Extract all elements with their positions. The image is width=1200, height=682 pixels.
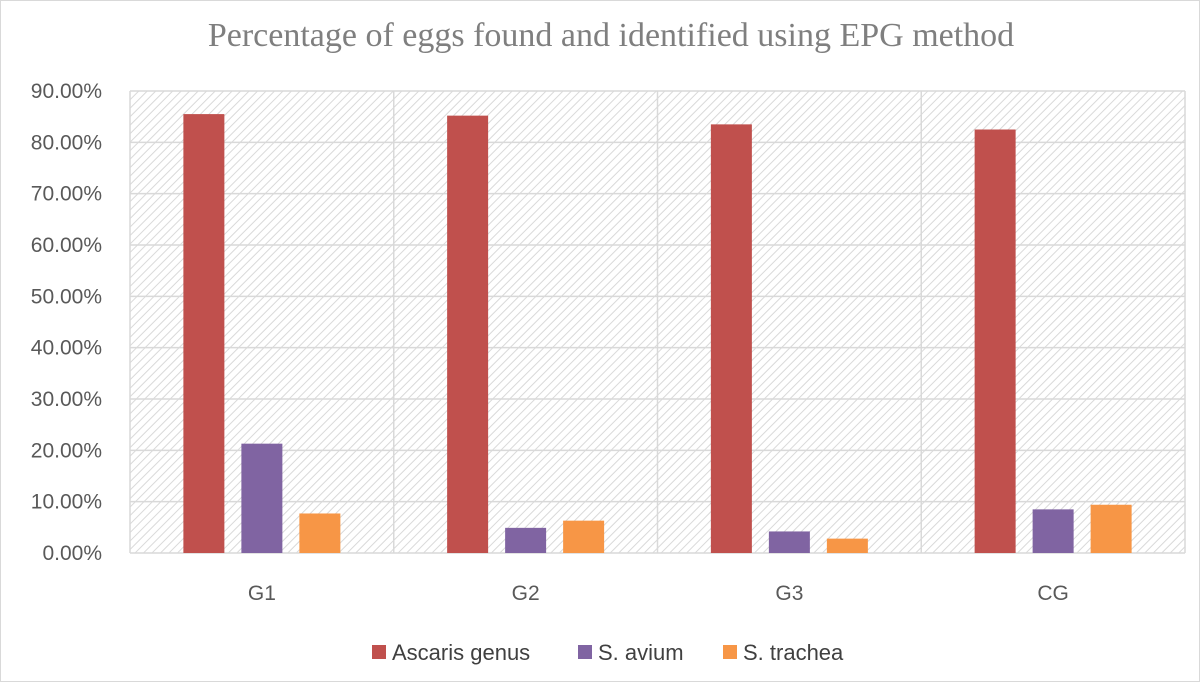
y-tick-label: 90.00% xyxy=(31,80,102,103)
y-tick-label: 40.00% xyxy=(31,337,102,360)
legend-label: Ascaris genus xyxy=(392,640,530,665)
bar-g1-series-2 xyxy=(241,443,283,553)
bar-g1-series-3 xyxy=(299,513,341,553)
bar-g3-series-1 xyxy=(710,124,752,553)
legend: Ascaris genus S. avium S. trachea xyxy=(372,640,844,665)
legend-label: S. trachea xyxy=(743,640,844,665)
y-tick-label: 0.00% xyxy=(42,542,102,565)
y-tick-label: 50.00% xyxy=(31,285,102,308)
y-axis-ticks: 0.00% 10.00% 20.00% 30.00% 40.00% 50.00% 60.00… xyxy=(31,80,102,565)
y-tick-label: 10.00% xyxy=(31,491,102,514)
x-tick-label: G2 xyxy=(512,582,540,605)
bars xyxy=(183,114,1132,553)
legend-label: S. avium xyxy=(598,640,684,665)
bar-cg-series-1 xyxy=(974,129,1016,553)
bar-g2-series-2 xyxy=(505,527,547,553)
x-tick-label: CG xyxy=(1037,582,1069,605)
y-tick-label: 60.00% xyxy=(31,234,102,257)
y-tick-label: 80.00% xyxy=(31,131,102,154)
legend-swatch xyxy=(578,645,592,659)
x-axis-labels: G1 G2 G3 CG xyxy=(248,582,1069,605)
bar-g2-series-1 xyxy=(447,115,489,553)
x-tick-label: G3 xyxy=(775,582,803,605)
bar-g1-series-1 xyxy=(183,114,225,553)
y-tick-label: 20.00% xyxy=(31,439,102,462)
legend-swatch xyxy=(372,645,386,659)
bar-cg-series-2 xyxy=(1032,509,1074,553)
bar-cg-series-3 xyxy=(1090,504,1132,553)
bar-g2-series-3 xyxy=(563,520,605,553)
y-tick-label: 70.00% xyxy=(31,183,102,206)
legend-swatch xyxy=(723,645,737,659)
bar-g3-series-3 xyxy=(826,538,868,553)
y-tick-label: 30.00% xyxy=(31,388,102,411)
chart-title: Percentage of eggs found and identified … xyxy=(208,17,1014,54)
bar-g3-series-2 xyxy=(768,531,810,553)
x-tick-label: G1 xyxy=(248,582,276,605)
